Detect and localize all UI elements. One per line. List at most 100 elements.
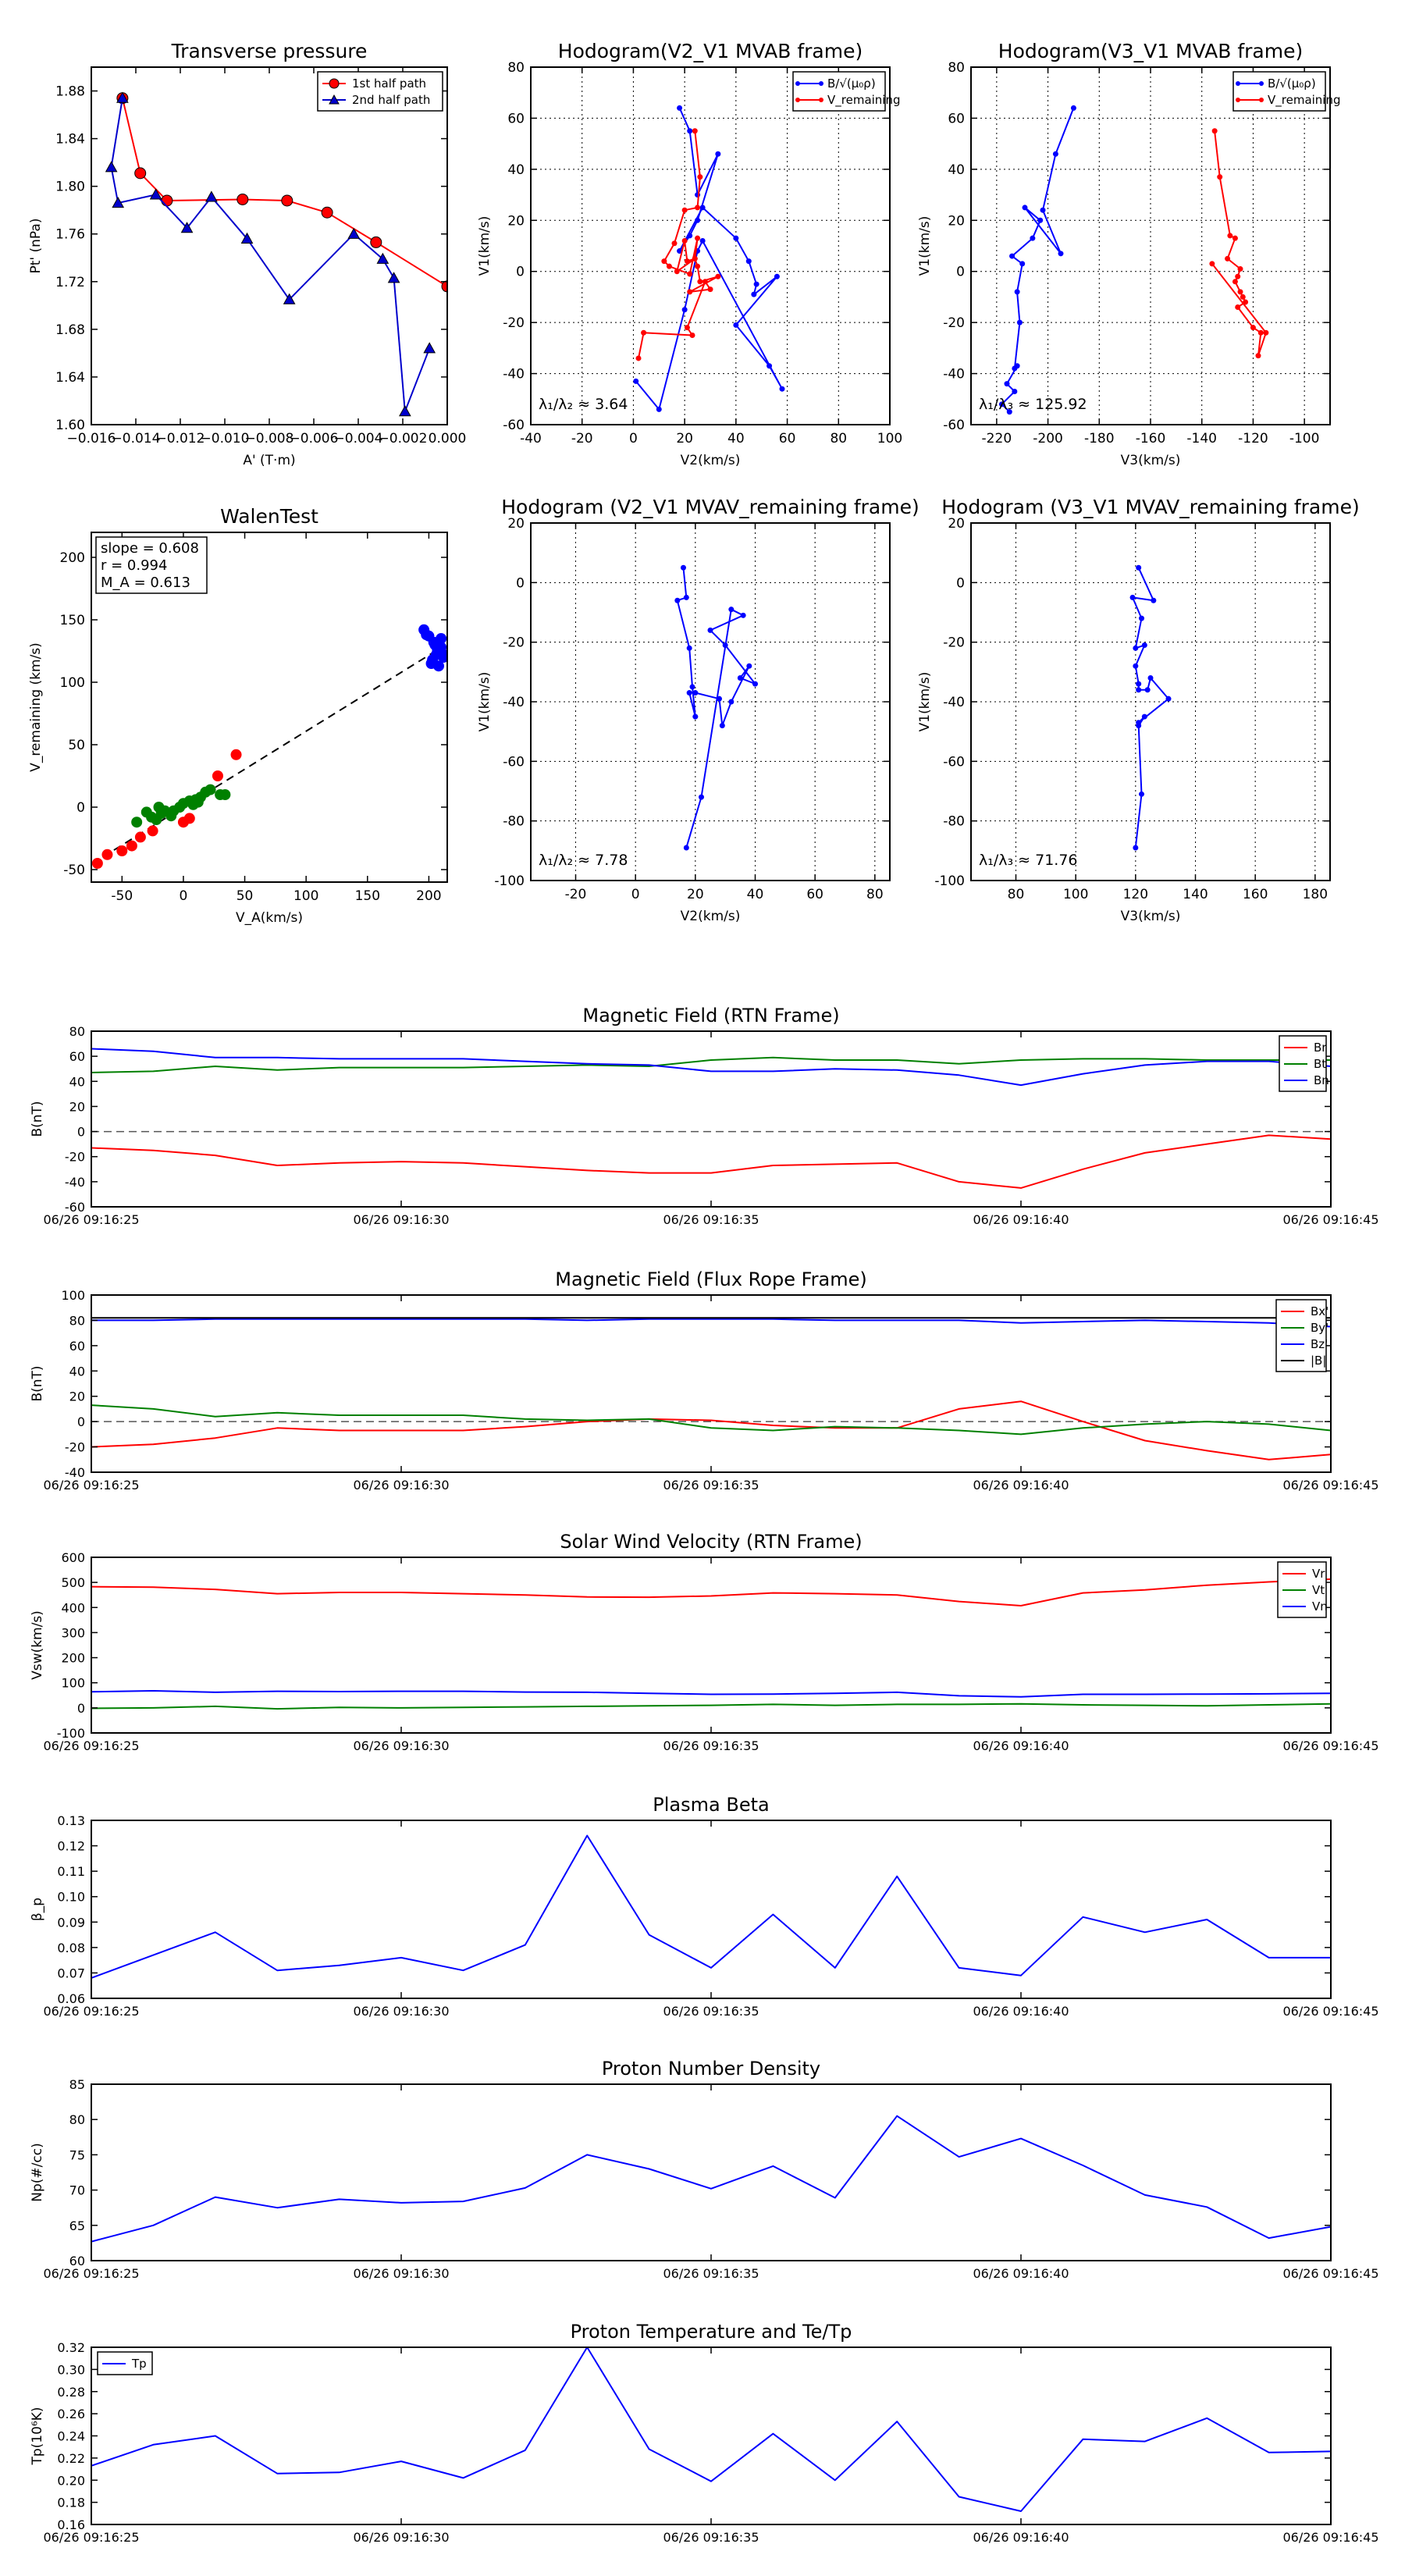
walen-test-point — [126, 840, 137, 852]
hodogram-v2v1-series-1-line — [638, 130, 719, 359]
hodogram-v2v1-point — [666, 263, 672, 269]
hodogram-v2v1-plot-area — [633, 105, 785, 412]
hodogram-v2v1-legend-label: B/√(μ₀ρ) — [827, 76, 876, 91]
plasma-beta-ytick-label: 0.07 — [57, 1966, 85, 1980]
transverse-pressure-ytick-label: 1.68 — [55, 322, 85, 338]
solar-wind-velocity-chart: 06/26 09:16:25 06/26 09:16:30 06/26 09:16:… — [30, 1531, 1379, 1753]
solar-wind-velocity-ytick-label: 400 — [61, 1600, 85, 1615]
hodogram-v2v1-point — [745, 258, 752, 265]
magnetic-field-rtn-chart: 06/26 09:16:25 06/26 09:16:30 06/26 09:16:… — [30, 1005, 1379, 1227]
plasma-beta-ytick-label: 0.06 — [57, 1991, 85, 2006]
magnetic-field-flux-rope-xtick-label: 06/26 09:16:25 — [43, 1478, 139, 1493]
hodogram-v3v1-ytick-label: 40 — [948, 162, 965, 178]
plasma-beta-ytick-label: 0.10 — [57, 1890, 85, 1905]
hodogram-v2v1-point — [699, 237, 706, 244]
plasma-beta-chart: 06/26 09:16:25 06/26 09:16:30 06/26 09:16:… — [30, 1794, 1379, 2019]
hodogram-mvav-v2-point — [692, 690, 699, 696]
hodogram-mvav-v2-point — [717, 696, 722, 702]
proton-temperature-ytick-label: 0.24 — [57, 2429, 85, 2444]
hodogram-v2v1-point — [702, 279, 708, 285]
hodogram-v3v1-point — [1243, 299, 1249, 305]
magnetic-field-flux-rope-xtick-label: 06/26 09:16:35 — [663, 1478, 759, 1493]
magnetic-field-rtn-xtick-label: 06/26 09:16:30 — [353, 1212, 449, 1227]
hodogram-mvav-v3-title: Hodogram (V3_V1 MVAV_remaining frame) — [941, 496, 1360, 518]
hodogram-v3v1-point — [1012, 388, 1018, 394]
hodogram-v2v1-legend: B/√(μ₀ρ) V_remaining — [792, 71, 901, 112]
transverse-pressure-chart: −0.016−0.014−0.012−0.010−0.008−0.006−0.0… — [28, 40, 466, 468]
transverse-pressure-point — [149, 188, 162, 200]
hodogram-v3v1-xtick-label: -140 — [1186, 431, 1217, 447]
magnetic-field-flux-rope-xtick-label: 06/26 09:16:30 — [353, 1478, 449, 1493]
hodogram-v3v1-point — [1037, 217, 1044, 223]
transverse-pressure-point — [387, 272, 400, 283]
walen-test-point — [101, 849, 113, 860]
hodogram-v2v1-point — [733, 322, 739, 328]
transverse-pressure-point — [180, 222, 194, 233]
hodogram-mvav-v2-annotation: λ₁/λ₂ ≈ 7.78 — [539, 852, 628, 869]
hodogram-mvav-v3-ytick-label: 20 — [948, 516, 965, 532]
hodogram-mvav-v3-point — [1136, 681, 1142, 687]
hodogram-mvav-v2-point — [752, 681, 758, 687]
hodogram-v2v1-point — [684, 325, 690, 331]
transverse-pressure-xtick-label: −0.012 — [156, 431, 205, 447]
hodogram-v3v1-xtick-label: -160 — [1136, 431, 1166, 447]
magnetic-field-flux-rope-ytick-label: 20 — [69, 1389, 85, 1404]
magnetic-field-flux-rope-plot-area — [91, 1317, 1331, 1461]
hodogram-v3v1-point — [1263, 329, 1269, 336]
plasma-beta-ylabel: β_p — [30, 1898, 45, 1921]
hodogram-mvav-v3-point — [1136, 564, 1142, 571]
hodogram-v2v1-point — [692, 128, 698, 134]
hodogram-v3v1-point — [1235, 304, 1241, 311]
hodogram-v2v1-point — [689, 333, 695, 338]
hodogram-mvav-v3-xtick-label: 140 — [1183, 887, 1208, 902]
hodogram-v3v1-title: Hodogram(V3_V1 MVAB frame) — [998, 40, 1303, 62]
transverse-pressure-point — [321, 206, 333, 219]
magnetic-field-rtn-series-1-line — [91, 1056, 1331, 1073]
hodogram-mvav-v3-ytick-label: -40 — [943, 695, 965, 710]
walen-test-point — [131, 817, 143, 828]
proton-density-xtick-label: 06/26 09:16:30 — [353, 2266, 449, 2281]
proton-temperature-title: Proton Temperature and Te/Tp — [571, 2321, 852, 2343]
plasma-beta-ytick-label: 0.12 — [57, 1839, 85, 1854]
solar-wind-velocity-legend: Vr Vt Vn — [1277, 1561, 1328, 1618]
hodogram-mvav-v3-point — [1139, 791, 1144, 797]
plasma-beta-plot-area — [91, 1834, 1331, 1979]
hodogram-v2v1-point — [635, 355, 642, 361]
hodogram-mvav-v3-point — [1165, 696, 1172, 702]
hodogram-v2v1-point — [695, 217, 701, 223]
magnetic-field-rtn-ylabel: B(nT) — [30, 1101, 45, 1137]
hodogram-mvav-v2-point — [689, 684, 695, 690]
hodogram-v2v1-point — [674, 269, 680, 275]
hodogram-v3v1-xtick-label: -200 — [1033, 431, 1063, 447]
plasma-beta-ytick-label: 0.08 — [57, 1941, 85, 1955]
walen-test-xtick-label: 100 — [293, 888, 318, 904]
hodogram-v2v1-point — [681, 207, 688, 213]
hodogram-v3v1-xlabel: V3(km/s) — [1121, 453, 1181, 468]
hodogram-mvav-v2-xlabel: V2(km/s) — [681, 909, 741, 924]
hodogram-v3v1-legend-box — [1232, 71, 1326, 112]
magnetic-field-rtn-plot-area — [91, 1048, 1331, 1189]
proton-temperature-series-0-line — [91, 2347, 1331, 2512]
hodogram-v3v1-ytick-label: 80 — [948, 60, 965, 76]
walen-test-point — [151, 814, 162, 825]
walen-test-chart: -50 0 50 100 150 200 -50 0 50 100 150 200 WalenTest V… — [28, 505, 448, 926]
hodogram-mvav-v3-point — [1141, 642, 1147, 648]
plasma-beta-ytick-label: 0.11 — [57, 1864, 85, 1879]
transverse-pressure-point — [399, 405, 411, 417]
proton-temperature-xtick-label: 06/26 09:16:25 — [43, 2530, 139, 2545]
transverse-pressure-ytick-label: 1.88 — [55, 84, 85, 100]
proton-density-ytick-label: 85 — [69, 2077, 85, 2092]
walen-test-point — [421, 629, 432, 641]
transverse-pressure-point — [134, 167, 147, 180]
walen-test-xtick-label: 50 — [237, 888, 254, 904]
proton-temperature-xtick-label: 06/26 09:16:30 — [353, 2530, 449, 2545]
hodogram-v3v1-ytick-label: -20 — [943, 315, 965, 331]
hodogram-mvav-v2-xtick-label: -20 — [565, 887, 587, 902]
proton-density-ylabel: Np(#/cc) — [30, 2143, 45, 2201]
magnetic-field-rtn-legend: Br Bt Bn — [1279, 1035, 1329, 1092]
hodogram-v3v1-point — [1004, 381, 1010, 387]
hodogram-v2v1-point — [733, 235, 739, 241]
walen-test-stats-box — [95, 536, 208, 594]
solar-wind-velocity-legend-label: Vr — [1312, 1567, 1325, 1581]
hodogram-v2v1-ytick-label: 60 — [507, 111, 525, 126]
